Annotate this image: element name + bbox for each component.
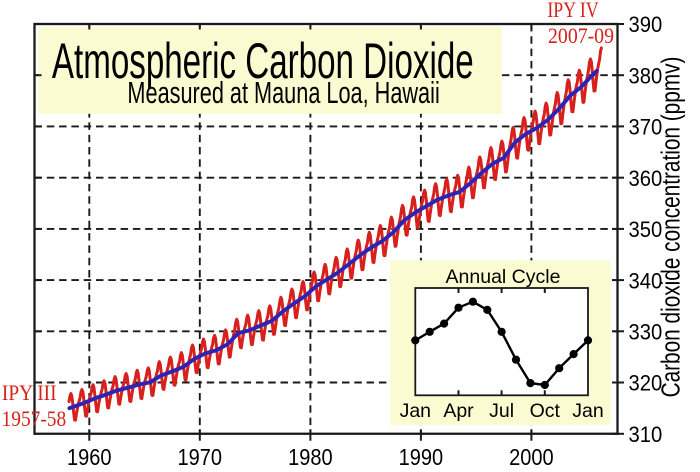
svg-text:1980: 1980 xyxy=(288,444,333,471)
svg-text:Jul: Jul xyxy=(489,400,514,422)
svg-text:330: 330 xyxy=(629,321,663,345)
svg-text:1990: 1990 xyxy=(399,444,444,471)
svg-text:2007-09: 2007-09 xyxy=(548,23,614,48)
svg-text:310: 310 xyxy=(629,423,663,447)
svg-text:2000: 2000 xyxy=(509,444,554,471)
svg-text:1957-58: 1957-58 xyxy=(2,408,67,431)
svg-text:340: 340 xyxy=(629,270,663,294)
svg-text:Jan: Jan xyxy=(572,400,603,422)
svg-text:370: 370 xyxy=(629,116,663,140)
svg-text:Carbon dioxide concentration (: Carbon dioxide concentration (ppmv) xyxy=(656,57,685,398)
svg-text:Apr: Apr xyxy=(443,400,474,422)
svg-text:360: 360 xyxy=(629,167,663,191)
svg-text:380: 380 xyxy=(629,65,663,89)
svg-text:Annual Cycle: Annual Cycle xyxy=(446,266,561,288)
svg-text:350: 350 xyxy=(629,218,663,242)
svg-text:Oct: Oct xyxy=(530,400,561,422)
svg-text:IPY IV: IPY IV xyxy=(547,0,599,22)
svg-text:Measured at Mauna Loa, Hawaii: Measured at Mauna Loa, Hawaii xyxy=(127,75,439,110)
svg-text:390: 390 xyxy=(629,13,663,37)
svg-text:320: 320 xyxy=(629,372,663,396)
svg-text:1960: 1960 xyxy=(67,444,112,471)
svg-text:Jan: Jan xyxy=(400,400,431,422)
svg-text:IPY III: IPY III xyxy=(2,382,57,405)
svg-text:Atmospheric Carbon Dioxide: Atmospheric Carbon Dioxide xyxy=(52,33,474,88)
svg-text:1970: 1970 xyxy=(178,444,223,471)
